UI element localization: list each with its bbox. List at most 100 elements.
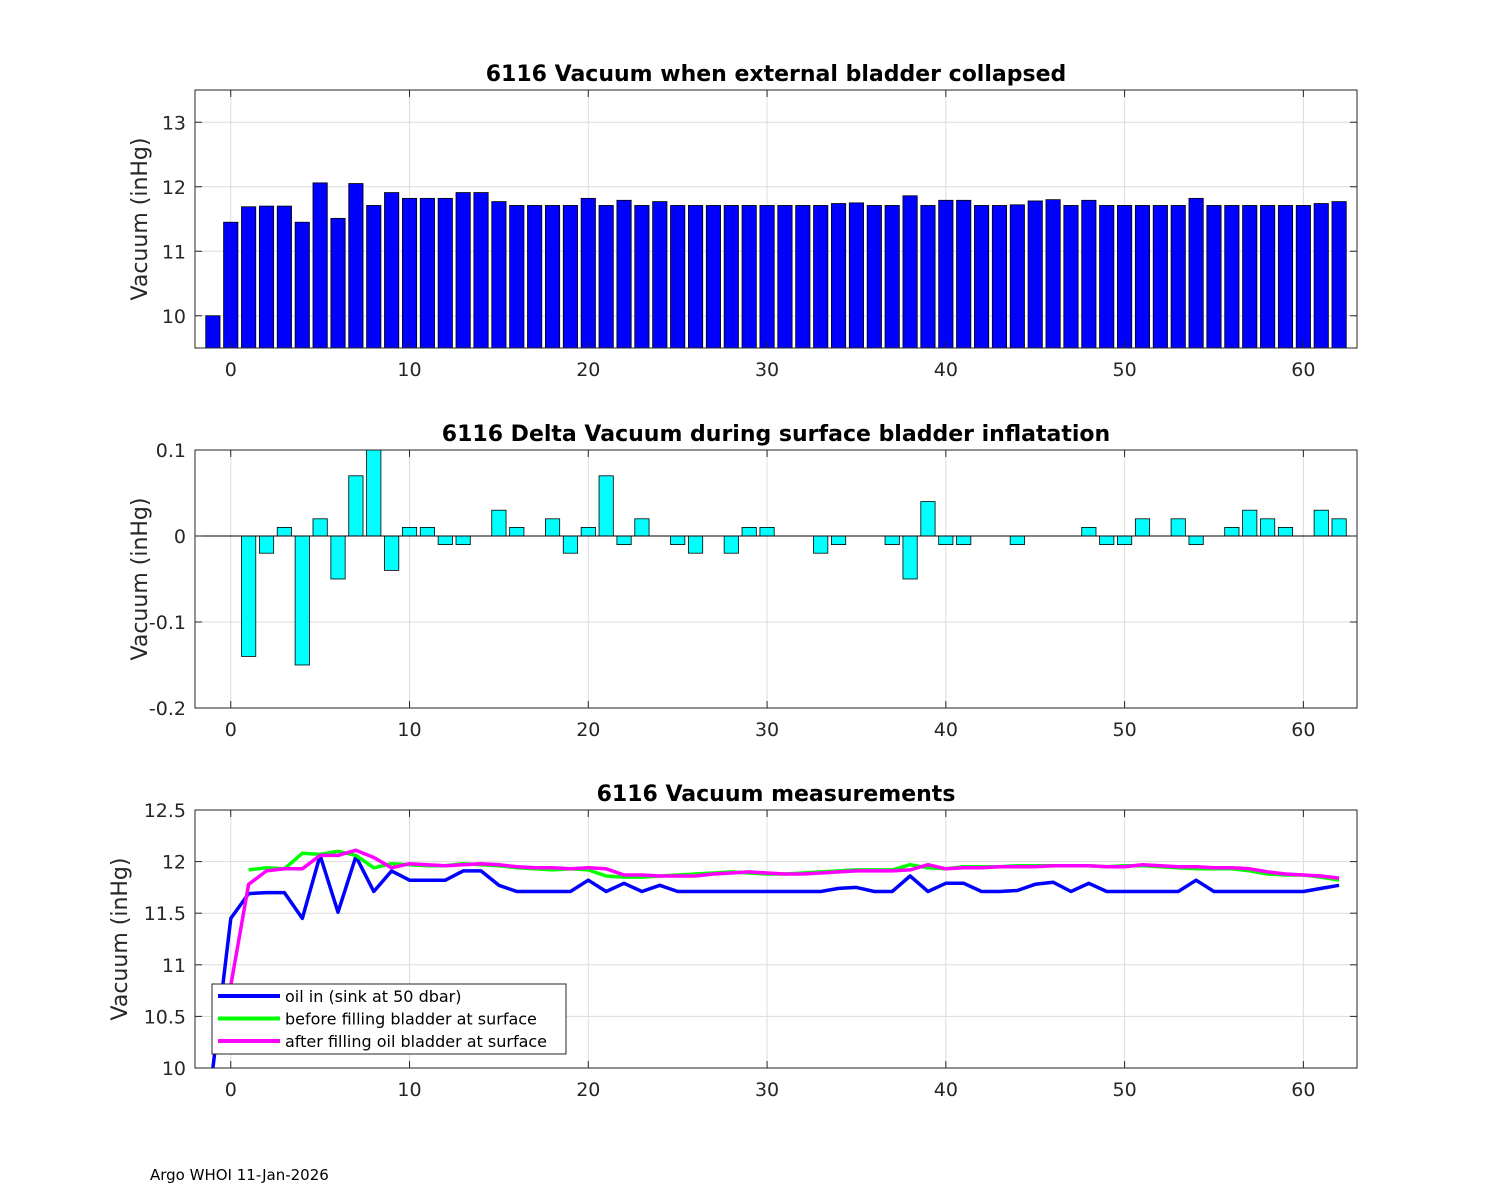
bar <box>294 221 310 349</box>
bar <box>813 205 829 349</box>
x-tick-label: 10 <box>397 1079 421 1101</box>
y-tick-label: 11 <box>162 241 186 263</box>
bar <box>598 475 614 537</box>
bar <box>1045 199 1061 349</box>
bar <box>1188 535 1204 546</box>
bar <box>1009 204 1025 349</box>
bar <box>1099 205 1115 349</box>
series-group <box>211 848 1340 1068</box>
y-tick-label: 0 <box>174 526 186 548</box>
bar <box>759 527 775 537</box>
bar <box>598 205 614 349</box>
bar <box>1224 527 1240 537</box>
bar <box>1295 205 1311 349</box>
legend-label-1: oil in (sink at 50 dbar) <box>285 987 462 1006</box>
bar <box>473 192 489 349</box>
bar <box>938 199 954 349</box>
bar <box>348 183 364 349</box>
bar <box>527 205 543 349</box>
bar <box>544 205 561 349</box>
bar <box>705 205 721 349</box>
bar <box>795 205 811 349</box>
bar <box>920 501 936 537</box>
x-tick-label: 0 <box>225 359 237 381</box>
x-tick-label: 60 <box>1291 719 1315 741</box>
bar <box>348 475 364 537</box>
bar <box>330 535 346 580</box>
x-tick-label: 30 <box>755 719 779 741</box>
bar <box>1313 509 1329 537</box>
bar <box>1277 527 1294 537</box>
bar <box>1063 205 1079 349</box>
bar <box>1009 535 1025 546</box>
bar <box>652 201 668 349</box>
bar <box>491 509 507 537</box>
bar <box>1170 205 1186 349</box>
bar <box>991 205 1008 349</box>
bar <box>831 535 847 546</box>
y-tick-label: 10 <box>162 306 186 328</box>
bar <box>276 527 292 537</box>
x-tick-label: 0 <box>225 719 237 741</box>
y-tick-label: 12 <box>162 852 186 874</box>
x-tick-label: 50 <box>1113 1079 1137 1101</box>
footer-text: Argo WHOI 11-Jan-2026 <box>150 1166 329 1184</box>
bar <box>884 535 900 546</box>
bar <box>616 535 632 546</box>
bar <box>241 206 257 349</box>
x-tick-label: 30 <box>755 359 779 381</box>
plot-area <box>195 450 1357 708</box>
bar <box>419 527 435 537</box>
bar <box>384 192 400 349</box>
bar <box>1081 527 1097 537</box>
bar <box>330 217 346 349</box>
bar <box>241 535 257 657</box>
bar <box>1277 205 1294 349</box>
y-tick-label: -0.2 <box>149 698 186 720</box>
y-tick-label: 13 <box>162 112 186 134</box>
bar <box>258 535 275 554</box>
bar <box>902 535 918 580</box>
y-axis-label: Vacuum (inHg) <box>108 858 133 1021</box>
bar <box>205 315 221 349</box>
bar <box>616 199 632 349</box>
bar <box>491 201 507 349</box>
bar <box>455 535 471 546</box>
bar <box>831 203 847 349</box>
x-tick-label: 60 <box>1291 1079 1315 1101</box>
bar <box>276 205 292 349</box>
bar <box>759 205 775 349</box>
legend-label-2: before filling bladder at surface <box>285 1010 537 1029</box>
x-tick-label: 50 <box>1113 719 1137 741</box>
bar <box>509 205 525 349</box>
bar <box>974 205 990 349</box>
bar <box>1134 205 1151 349</box>
bar <box>580 527 596 537</box>
bar <box>509 527 525 537</box>
bar <box>813 535 829 554</box>
bar <box>866 205 882 349</box>
x-tick-label: 40 <box>934 1079 958 1101</box>
bar <box>401 197 418 349</box>
bar <box>1099 535 1115 546</box>
bar <box>366 205 382 349</box>
bar <box>384 535 400 571</box>
chart-title: 6116 Delta Vacuum during surface bladder… <box>442 422 1110 447</box>
bar <box>670 205 686 349</box>
bar <box>741 205 757 349</box>
x-tick-label: 60 <box>1291 359 1315 381</box>
bar <box>688 535 704 554</box>
bar <box>741 527 757 537</box>
bar <box>223 221 239 349</box>
y-axis-label: Vacuum (inHg) <box>128 498 153 661</box>
axes-box <box>194 809 1358 1069</box>
chart-1: 0 10 20 30 40 50 60 10 11 12 13 6116 Vacuum when ex… <box>128 62 1358 381</box>
bar <box>634 205 650 349</box>
bar <box>562 205 578 349</box>
bar <box>884 205 900 349</box>
bar <box>1152 205 1168 349</box>
x-tick-label: 10 <box>397 359 421 381</box>
bar <box>419 197 435 349</box>
bar <box>1260 518 1276 537</box>
